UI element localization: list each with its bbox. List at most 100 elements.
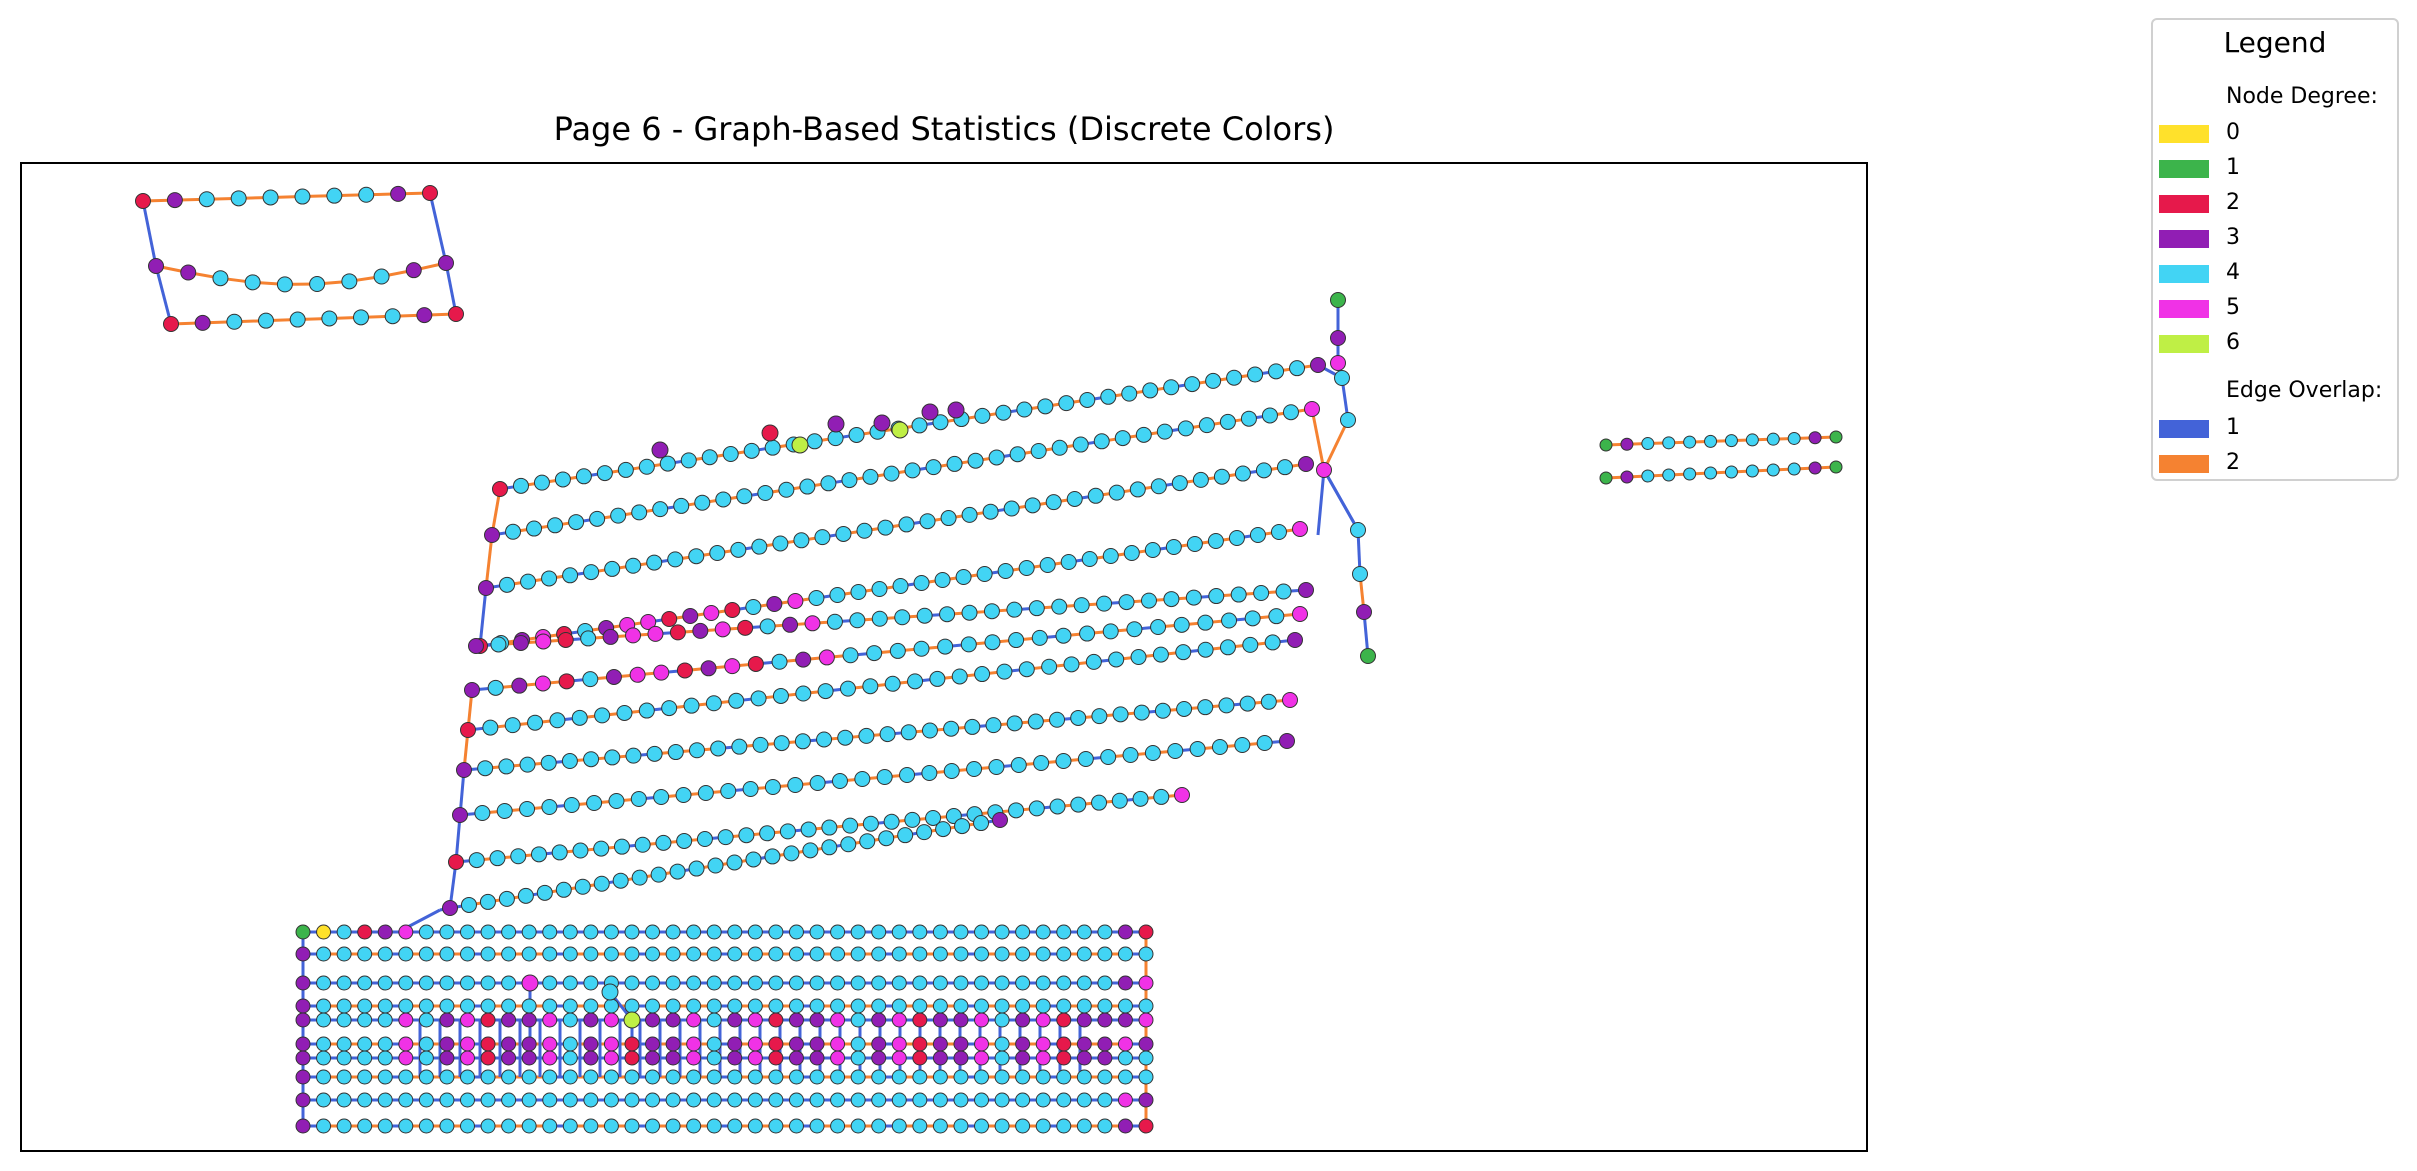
graph-node [891,1050,907,1066]
graph-node [809,1036,825,1052]
graph-node [480,1036,496,1052]
graph-node [655,834,672,851]
graph-node [631,504,648,521]
graph-edge [1310,408,1326,471]
graph-node [1015,924,1031,940]
graph-node [1114,430,1131,447]
graph-node [1056,975,1072,991]
graph-node [624,1036,640,1052]
graph-node [947,401,965,419]
graph-node [696,831,713,848]
graph-node [849,612,866,629]
graph-node [512,634,529,651]
graph-node [750,690,767,707]
graph-node [562,975,578,991]
graph-node [294,188,311,205]
graph-node [358,186,375,203]
graph-node [1035,975,1051,991]
graph-node [418,998,434,1014]
graph-node [1239,695,1256,712]
graph-node [1205,372,1222,389]
graph-node [631,869,648,886]
graph-node [871,924,887,940]
graph-node [562,567,579,584]
graph-node [809,1069,825,1085]
graph-node [856,522,873,539]
graph-node [676,832,693,849]
graph-node [460,896,477,913]
graph-node [1091,794,1108,811]
graph-node [533,474,550,491]
graph-node [439,1012,455,1028]
graph-node [357,1036,373,1052]
graph-node [1097,975,1113,991]
graph-node [728,692,745,709]
graph-node [1213,468,1230,485]
graph-node [390,185,407,202]
graph-node [661,611,678,627]
graph-node [809,775,826,791]
graph-node [1031,629,1048,646]
graph-node [603,1050,619,1066]
graph-node [1352,566,1368,582]
graph-node [480,924,496,940]
graph-node [686,1012,702,1028]
graph-node [706,1092,722,1108]
graph-node [692,622,709,639]
graph-node [788,975,804,991]
graph-node [521,998,537,1014]
graph-node [1076,1012,1092,1028]
graph-node [1261,407,1278,424]
graph-node [625,557,642,574]
graph-node [988,759,1005,775]
graph-node [688,742,705,759]
graph-node [1173,616,1190,633]
graph-node [788,1118,804,1134]
graph-node [982,503,999,520]
graph-node [439,1118,455,1134]
graph-node [1138,1050,1154,1066]
graph-node [1163,379,1180,396]
graph-node [498,890,515,907]
graph-node [1334,370,1350,386]
graph-node [501,1069,517,1085]
graph-node [1156,423,1173,440]
graph-node [747,1050,763,1066]
graph-node [714,621,731,638]
graph-node [871,1092,887,1108]
graph-node [1010,757,1027,773]
graph-node [768,1036,784,1052]
graph-node [686,1050,702,1066]
graph-node [418,946,434,962]
graph-node [743,442,760,459]
graph-node [879,726,896,743]
graph-node [1003,500,1020,517]
graph-node [706,1036,722,1052]
graph-node [1015,998,1031,1014]
graph-node [1039,557,1056,573]
graph-node [1282,404,1299,421]
graph-node [1037,398,1054,415]
graph-node [583,946,599,962]
graph-node [788,1069,804,1085]
graph-node [665,975,681,991]
graph-node [593,875,610,892]
graph-node [1015,1118,1031,1134]
graph-node [707,857,724,874]
legend-label: 2 [2226,190,2240,215]
graph-node [244,274,261,291]
graph-node [377,1092,393,1108]
graph-node [542,924,558,940]
graph-node [1028,800,1045,817]
graph-node [377,1118,393,1134]
graph-node [871,581,888,597]
graph-node [1208,588,1225,605]
graph-node [438,255,454,271]
graph-node [773,735,790,752]
graph-node [1641,469,1655,483]
graph-node [1704,434,1718,448]
graph-node [501,998,517,1014]
graph-node [720,783,737,799]
graph-node [809,998,825,1014]
graph-node [625,747,642,764]
